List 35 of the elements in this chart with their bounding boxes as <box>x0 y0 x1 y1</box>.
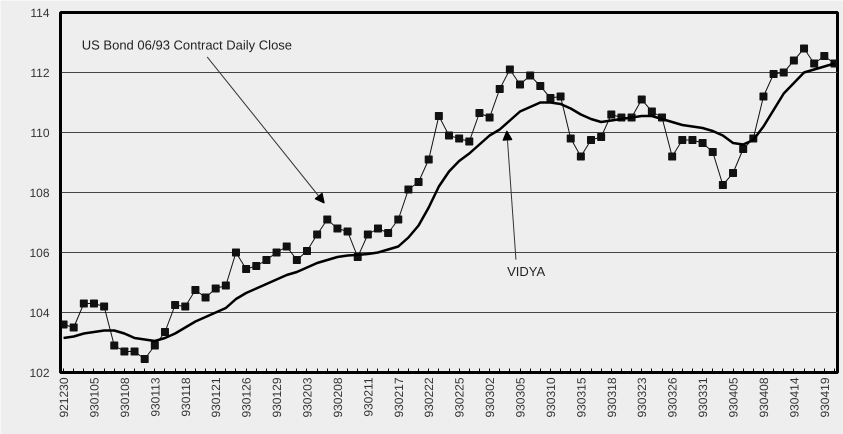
x-tick-label: 930105 <box>87 377 102 418</box>
x-tick-label: 930211 <box>361 377 376 417</box>
x-tick-label: 930323 <box>635 377 650 418</box>
x-tick-label: 930310 <box>544 377 558 418</box>
y-tick-label: 112 <box>30 66 50 80</box>
x-tick-label: 930222 <box>422 377 436 418</box>
x-tick-label: 930405 <box>726 377 741 418</box>
annotation: US Bond 06/93 Contract Daily Close <box>82 37 292 52</box>
x-tick-label: 930225 <box>452 377 467 418</box>
x-tick-label: 930315 <box>574 377 588 418</box>
x-tick-label: 930305 <box>514 377 528 418</box>
x-tick-label: 930318 <box>604 377 619 418</box>
x-tick-label: 930126 <box>240 377 254 418</box>
x-tick-label: 930208 <box>330 377 345 418</box>
x-tick-label: 930129 <box>270 377 284 418</box>
x-tick-label: 921230 <box>57 377 72 418</box>
y-tick-label: 106 <box>29 246 50 260</box>
y-tick-label: 104 <box>29 306 50 320</box>
x-tick-label: 930108 <box>118 377 132 418</box>
annotation: VIDYA <box>507 264 546 280</box>
x-tick-label: 930121 <box>209 377 224 418</box>
x-tick-label: 930203 <box>300 377 314 418</box>
x-tick-label: 930118 <box>178 377 193 417</box>
x-tick-label: 930217 <box>392 377 406 418</box>
y-tick-label: 102 <box>29 366 50 380</box>
x-tick-label: 930419 <box>818 377 832 418</box>
y-tick-label: 110 <box>30 126 50 140</box>
x-tick-label: 930113 <box>148 377 162 417</box>
x-tick-label: 930331 <box>696 377 710 418</box>
x-tick-label: 930302 <box>483 377 498 418</box>
y-tick-label: 114 <box>30 6 50 20</box>
x-tick-label: 930326 <box>666 377 680 418</box>
y-tick-label: 108 <box>29 186 50 200</box>
x-tick-label: 930408 <box>756 377 771 418</box>
x-tick-label: 930414 <box>787 377 802 418</box>
